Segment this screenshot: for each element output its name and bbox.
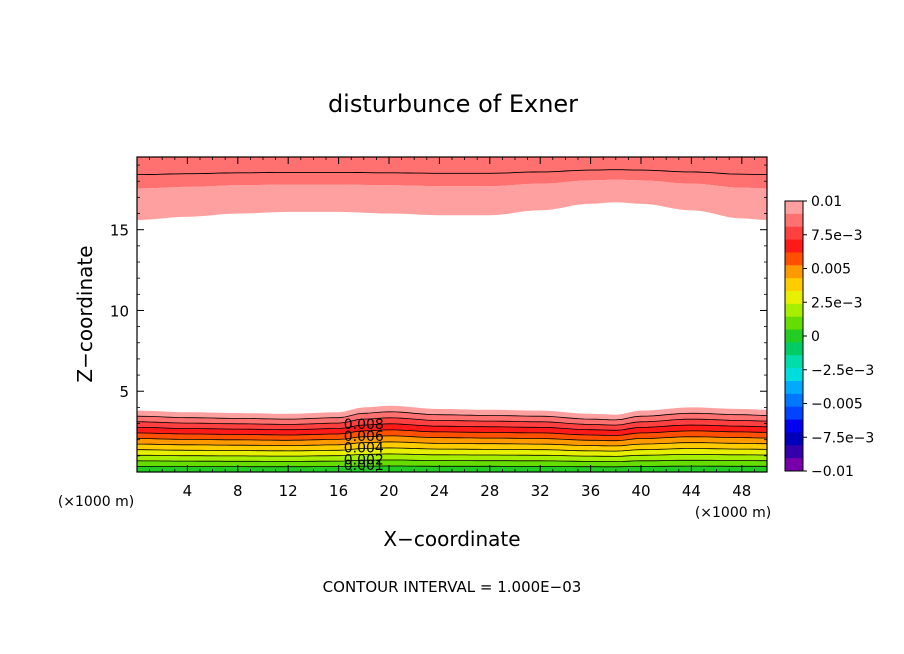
colorbar-swatch bbox=[785, 213, 803, 228]
contour-line-lower bbox=[137, 447, 768, 452]
x-tick-label: 8 bbox=[233, 482, 243, 500]
colorbar-tick-label: 0.01 bbox=[811, 194, 842, 210]
contour-line-lower bbox=[137, 423, 768, 431]
upper-band-layer bbox=[137, 179, 767, 220]
upper-band-layer bbox=[137, 157, 767, 189]
colorbar-swatch bbox=[785, 201, 803, 215]
lower-band-layer bbox=[137, 447, 767, 457]
colorbar-swatch bbox=[785, 252, 803, 266]
contour-line-lower bbox=[136, 435, 768, 442]
colorbar-swatch bbox=[785, 278, 803, 292]
x-tick-label: 12 bbox=[279, 482, 298, 500]
contour-line-lower bbox=[137, 441, 767, 447]
contour-label: 0.001 bbox=[344, 458, 384, 474]
x-unit-right: (×1000 m) bbox=[695, 505, 771, 521]
lower-band-layer bbox=[137, 405, 767, 420]
colorbar-swatch bbox=[785, 445, 803, 459]
y-axis-label: Z−coordinate bbox=[73, 245, 97, 382]
colorbar-swatch bbox=[785, 432, 803, 446]
colorbar-swatch bbox=[785, 329, 803, 343]
colorbar-tick-label: 0.005 bbox=[811, 262, 851, 278]
lower-band-layer bbox=[137, 423, 767, 436]
x-tick-label: 48 bbox=[732, 482, 751, 500]
colorbar-tick-label: 2.5e−3 bbox=[811, 295, 863, 311]
x-tick-label: 4 bbox=[183, 482, 193, 500]
contour-lines bbox=[136, 169, 768, 468]
x-tick-label: 36 bbox=[581, 482, 600, 500]
x-tick-label: 44 bbox=[682, 482, 701, 500]
contour-line-lower bbox=[136, 459, 767, 462]
contour-line-lower bbox=[136, 411, 768, 421]
contour-label: 0.004 bbox=[344, 441, 384, 457]
contour-label: 0.006 bbox=[344, 429, 384, 445]
colorbar-swatch bbox=[785, 291, 803, 305]
x-tick-label: 32 bbox=[531, 482, 550, 500]
x-unit-left: (×1000 m) bbox=[58, 494, 134, 510]
colorbar-swatch bbox=[785, 406, 803, 420]
contour-line-lower bbox=[136, 429, 768, 436]
lower-band-layer bbox=[137, 453, 767, 462]
contour-line-lower bbox=[137, 453, 767, 457]
lower-band-layer bbox=[137, 435, 767, 446]
lower-band-layer bbox=[137, 411, 767, 426]
contour-line-lower bbox=[137, 465, 767, 468]
contour-interval-note: CONTOUR INTERVAL = 1.000E−03 bbox=[323, 578, 582, 596]
colorbar-swatch bbox=[785, 458, 803, 472]
colorbar-swatch bbox=[785, 316, 803, 330]
colorbar-tick-label: −7.5e−3 bbox=[811, 430, 874, 446]
colorbar-swatch bbox=[785, 381, 803, 395]
colorbar: 0.01 7.5e−3 0.005 2.5e−3 0 −2.5e−3 −0.005 −7.5e… bbox=[784, 194, 874, 480]
colorbar-swatch bbox=[785, 419, 803, 433]
colorbar-tick-label: −0.005 bbox=[811, 397, 863, 413]
colorbar-swatch bbox=[785, 393, 803, 408]
lower-band-layer bbox=[137, 429, 767, 441]
lower-band-layer bbox=[137, 441, 767, 452]
colorbar-swatch bbox=[785, 226, 803, 240]
contour-line-lower bbox=[137, 417, 768, 426]
x-tick-label: 16 bbox=[329, 482, 348, 500]
colorbar-swatch bbox=[785, 265, 803, 279]
colorbar-swatch bbox=[785, 342, 803, 356]
upper-band-fill bbox=[137, 157, 767, 220]
colorbar-swatch bbox=[785, 368, 803, 382]
x-axis-label: X−coordinate bbox=[383, 527, 520, 551]
x-tick-label: 28 bbox=[480, 482, 499, 500]
contour-label: 0.008 bbox=[344, 417, 384, 433]
colorbar-tick-label: −0.01 bbox=[811, 464, 854, 480]
y-tick-label: 15 bbox=[110, 222, 129, 240]
colorbar-swatch bbox=[785, 355, 803, 369]
x-tick-label: 20 bbox=[379, 482, 398, 500]
colorbar-swatch bbox=[785, 303, 803, 318]
contour-label: 0.002 bbox=[344, 452, 384, 468]
colorbar-swatch bbox=[785, 239, 803, 253]
colorbar-tick-label: −2.5e−3 bbox=[811, 363, 874, 379]
contour-line-upper bbox=[137, 169, 767, 176]
x-tick-label: 40 bbox=[631, 482, 650, 500]
colorbar-tick-label: 0 bbox=[811, 329, 820, 345]
lower-band-fill bbox=[137, 405, 767, 472]
y-tick-label: 10 bbox=[110, 302, 129, 320]
chart-title: disturbunce of Exner bbox=[328, 90, 578, 118]
lower-band-layer bbox=[137, 417, 767, 431]
x-tick-label: 24 bbox=[430, 482, 449, 500]
y-tick-label: 5 bbox=[119, 383, 129, 401]
colorbar-tick-label: 7.5e−3 bbox=[811, 228, 863, 244]
